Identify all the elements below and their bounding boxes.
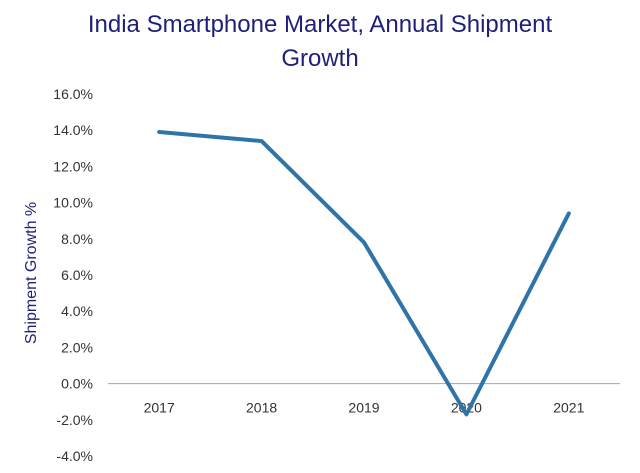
y-tick-label: 2.0% — [61, 339, 93, 355]
y-tick-label: 4.0% — [61, 303, 93, 319]
y-tick-label: -4.0% — [56, 448, 93, 464]
y-tick-label: 12.0% — [53, 158, 93, 174]
y-tick-label: 6.0% — [61, 267, 93, 283]
x-axis-ticks: 2017 2018 2019 2020 2021 — [144, 400, 585, 416]
x-tick-label: 2018 — [246, 400, 277, 416]
y-tick-label: -2.0% — [56, 412, 93, 428]
y-axis-ticks: 16.0% 14.0% 12.0% 10.0% 8.0% 6.0% 4.0% 2.0% 0.0%… — [53, 86, 93, 464]
y-axis-label: Shipment Growth % — [23, 202, 40, 344]
y-tick-label: 16.0% — [53, 86, 93, 102]
x-tick-label: 2017 — [144, 400, 175, 416]
y-tick-label: 14.0% — [53, 122, 93, 138]
series-line — [157, 130, 571, 417]
chart-title-line-2: Growth — [281, 45, 359, 72]
x-tick-label: 2019 — [348, 400, 379, 416]
chart-title: India Smartphone Market, Annual Shipment… — [0, 8, 640, 76]
y-tick-label: 10.0% — [53, 195, 93, 211]
y-tick-label: 0.0% — [61, 376, 93, 392]
chart-title-line-1: India Smartphone Market, Annual Shipment — [87, 11, 553, 38]
x-tick-label: 2021 — [553, 400, 584, 416]
y-tick-label: 8.0% — [61, 231, 93, 247]
series-group — [157, 130, 571, 417]
